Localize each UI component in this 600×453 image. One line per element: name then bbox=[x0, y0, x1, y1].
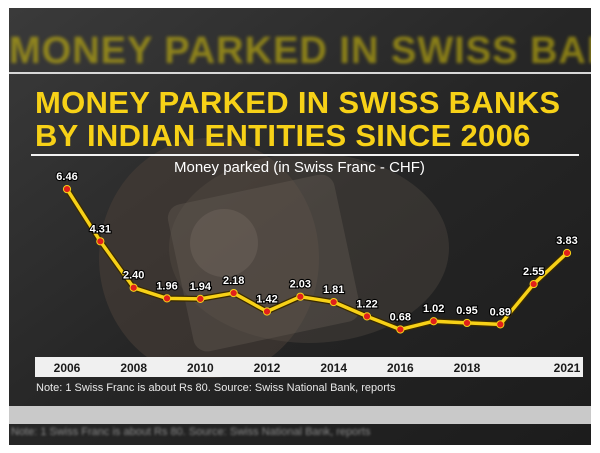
ghost-note: Note: 1 Swiss Franc is about Rs 80. Sour… bbox=[11, 426, 371, 438]
data-label-2007: 4.31 bbox=[90, 223, 111, 235]
data-label-2008: 2.40 bbox=[123, 270, 144, 282]
data-point-2021 bbox=[562, 248, 572, 258]
data-point-2010 bbox=[196, 294, 205, 303]
data-label-2010: 1.94 bbox=[190, 281, 212, 293]
data-point-2009 bbox=[162, 294, 172, 303]
data-point-2008 bbox=[129, 283, 138, 292]
data-point-2018 bbox=[462, 318, 472, 328]
data-point-2013 bbox=[296, 292, 305, 301]
data-point-2012 bbox=[262, 307, 272, 316]
data-label-2013: 2.03 bbox=[290, 279, 311, 291]
data-point-2016 bbox=[396, 325, 405, 334]
marker-layer bbox=[62, 185, 572, 334]
data-label-2009: 1.96 bbox=[156, 280, 177, 292]
bottom-strip bbox=[9, 406, 591, 424]
line-chart: 6.46 4.31 2.40 1.96 1.94 2.18 1.42 2.03 1.81 1.22… bbox=[54, 170, 581, 375]
x-axis-bar bbox=[35, 357, 583, 377]
x-tick-layer: 2006 2008 2010 2012 2014 2016 2018 2021 bbox=[54, 361, 581, 375]
data-point-2020 bbox=[529, 279, 538, 289]
title-underline bbox=[31, 154, 579, 156]
data-label-2006: 6.46 bbox=[56, 171, 77, 183]
data-label-2011: 2.18 bbox=[223, 275, 244, 287]
data-label-2015: 1.22 bbox=[356, 298, 377, 310]
source-note: Note: 1 Swiss Franc is about Rs 80. Sour… bbox=[36, 382, 396, 394]
data-point-2006 bbox=[62, 185, 72, 194]
data-point-2014 bbox=[329, 297, 338, 307]
data-label-layer: 6.46 4.31 2.40 1.96 1.94 2.18 1.42 2.03 1.81 1.22… bbox=[55, 170, 579, 325]
x-tick-label-2010: 2010 bbox=[187, 361, 214, 375]
x-tick-label-2016: 2016 bbox=[387, 361, 414, 375]
data-label-2017: 1.02 bbox=[423, 303, 444, 315]
chart-title: MONEY PARKED IN SWISS BANKS BY INDIAN EN… bbox=[35, 85, 561, 153]
data-label-2012: 1.42 bbox=[256, 294, 277, 306]
data-label-2016: 0.68 bbox=[390, 311, 411, 323]
data-point-2011 bbox=[229, 288, 238, 298]
data-label-2018: 0.95 bbox=[456, 305, 477, 317]
series-line bbox=[65, 188, 569, 332]
data-point-2015 bbox=[362, 312, 372, 321]
series-line-layer bbox=[64, 187, 570, 333]
x-tick-label-2021: 2021 bbox=[554, 361, 581, 375]
data-label-2021: 3.83 bbox=[556, 235, 577, 247]
x-tick-label-2012: 2012 bbox=[254, 361, 281, 375]
x-tick-label-2014: 2014 bbox=[320, 361, 347, 375]
x-tick-label-2006: 2006 bbox=[54, 361, 81, 375]
data-point-2019 bbox=[496, 320, 505, 329]
chart-subtitle: Money parked (in Swiss Franc - CHF) bbox=[174, 159, 425, 176]
data-point-2007 bbox=[96, 237, 105, 246]
x-tick-label-2008: 2008 bbox=[120, 361, 147, 375]
news-graphic: MONEY PARKED IN SWISS BANKS MONEY PARKED… bbox=[9, 8, 591, 445]
data-label-2020: 2.55 bbox=[523, 266, 544, 278]
data-label-2019: 0.89 bbox=[490, 306, 511, 318]
ghost-heading: MONEY PARKED IN SWISS BANKS bbox=[9, 30, 591, 72]
header-divider bbox=[9, 72, 591, 74]
data-label-2014: 1.81 bbox=[323, 284, 344, 296]
x-tick-label-2018: 2018 bbox=[454, 361, 481, 375]
data-point-2017 bbox=[429, 317, 438, 326]
